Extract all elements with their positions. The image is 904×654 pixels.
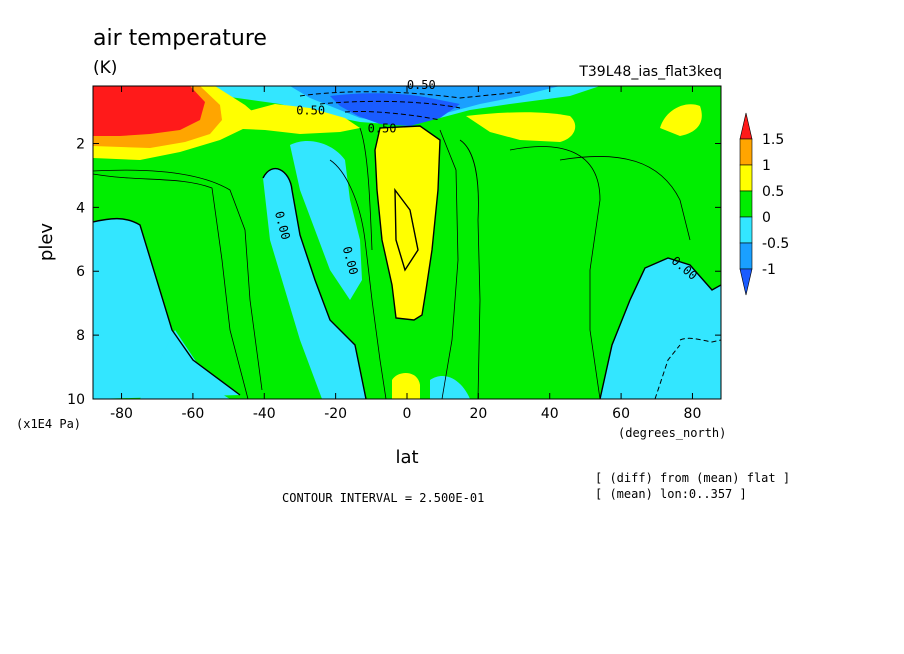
negative-contour <box>654 344 681 399</box>
colorbar-bin <box>739 242 753 270</box>
contour-line <box>559 155 691 241</box>
contour-line <box>329 159 387 399</box>
colorbar-label: 1.5 <box>762 132 784 148</box>
colorbar-label: 0.5 <box>762 184 784 200</box>
field-fill-cyan-ridge <box>290 140 362 300</box>
note-mean: [ (mean) lon:0..357 ] <box>595 487 747 501</box>
colorbar-bin <box>739 190 753 218</box>
field-fill-cyan-near-eq <box>430 376 470 399</box>
negative-contour <box>299 91 521 99</box>
contour-line <box>359 127 373 251</box>
colorbar-label: -1 <box>762 262 776 278</box>
y-tick-label: 2 <box>76 136 85 152</box>
negative-contour <box>344 110 441 121</box>
x-tick-label: 20 <box>469 406 487 422</box>
colorbar-bin <box>739 138 753 166</box>
field-fill-cyan-east <box>600 258 721 399</box>
colorbar-bin <box>739 268 753 296</box>
field-fill-yellow-southtop <box>220 104 360 134</box>
zero-contour <box>394 187 419 272</box>
colorbar: -1 -0.5 0 0.5 1 1.5 <box>739 112 789 296</box>
x-tick-label: 0 <box>403 406 412 422</box>
note-diff: [ (diff) from (mean) flat ] <box>595 471 790 485</box>
zero-contours <box>93 125 721 399</box>
x-tick-label: -60 <box>181 406 204 422</box>
x-tick-label: 60 <box>612 406 630 422</box>
field-fill-yellow-northtop <box>466 112 576 142</box>
contour-line <box>93 173 249 399</box>
chart-title: air temperature <box>93 26 267 51</box>
x-units-label: (degrees_north) <box>618 426 726 440</box>
run-label: T39L48_ias_flat3keq <box>578 64 722 80</box>
contour-label: 0.50 <box>407 78 436 92</box>
field-fill-cyan-central <box>263 168 366 399</box>
x-tick-label: 80 <box>684 406 702 422</box>
field-fill-red-west <box>93 86 205 136</box>
zero-contour <box>599 257 721 399</box>
colorbar-bin <box>739 216 753 244</box>
contour-interval: CONTOUR INTERVAL = 2.500E-01 <box>282 491 484 505</box>
y-tick-label: 10 <box>67 392 85 408</box>
x-axis: -80 -60 -40 -20 0 20 40 60 80 <box>110 86 701 422</box>
chart-units: (K) <box>93 58 117 78</box>
contour-lines <box>93 127 691 399</box>
zero-contour <box>93 217 241 396</box>
field-fill-yellow-equator <box>375 126 440 320</box>
field-fill-yellow-eqbottom <box>392 373 420 399</box>
contour-line <box>509 146 601 399</box>
contour-field <box>93 86 721 399</box>
y-tick-label: 4 <box>76 200 85 216</box>
colorbar-label: -0.5 <box>762 236 789 252</box>
field-fill-yellow-north <box>660 104 702 136</box>
y-tick-label: 6 <box>76 264 85 280</box>
colorbar-label: 1 <box>762 158 771 174</box>
x-axis-label: lat <box>395 447 418 468</box>
y-axis-label: plev <box>36 223 57 262</box>
negative-contours <box>299 91 721 399</box>
contour-label: 0.50 <box>368 121 397 135</box>
x-tick-label: -80 <box>110 406 133 422</box>
zero-contour <box>262 167 367 399</box>
x-tick-label: -40 <box>253 406 276 422</box>
contour-line <box>459 139 481 399</box>
negative-contour <box>679 337 721 343</box>
field-fill-cyan-west <box>93 218 240 399</box>
contour-line <box>93 169 263 391</box>
colorbar-bin <box>739 164 753 192</box>
field-fill-cyan-southwest <box>140 330 230 399</box>
colorbar-bin <box>739 112 753 140</box>
y-axis: 2 4 6 8 10 <box>67 136 721 408</box>
colorbar-label: 0 <box>762 210 771 226</box>
zero-contour <box>374 125 441 321</box>
y-units-label: (x1E4 Pa) <box>16 417 81 431</box>
contour-line <box>439 129 459 399</box>
contour-label: 0.50 <box>296 104 325 118</box>
x-tick-label: 40 <box>541 406 559 422</box>
x-tick-label: -20 <box>324 406 347 422</box>
y-tick-label: 8 <box>76 328 85 344</box>
